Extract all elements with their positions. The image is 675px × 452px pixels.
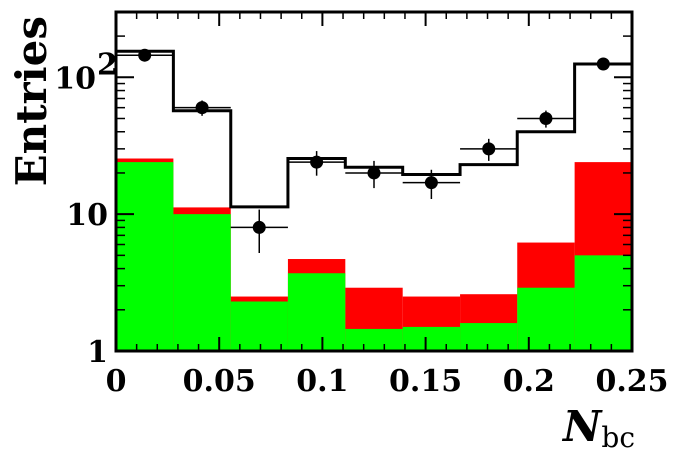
y-axis-label: Entries xyxy=(7,16,56,186)
x-axis-label-main: N xyxy=(561,402,603,451)
histogram-bar xyxy=(574,255,632,351)
data-point xyxy=(539,111,553,125)
data-point xyxy=(482,142,496,156)
plot-frame xyxy=(114,10,634,353)
y-tick-label: 10 xyxy=(66,198,108,233)
x-tick-label: 0.05 xyxy=(183,364,256,399)
data-point xyxy=(310,155,324,169)
histogram-bar xyxy=(287,273,346,351)
x-tick-label: 0.2 xyxy=(503,364,555,399)
axis-ticks xyxy=(115,11,633,352)
data-point xyxy=(367,166,381,180)
histogram-bar xyxy=(116,162,174,351)
x-axis-label-sub: bc xyxy=(601,421,635,452)
histogram-bar xyxy=(173,214,231,351)
stacked-fills xyxy=(116,158,632,351)
x-tick-label: 0 xyxy=(106,364,127,399)
y-tick-label: 1 xyxy=(87,335,108,370)
x-axis-label: Nbc xyxy=(561,402,635,452)
y-tick-exponent: 2 xyxy=(97,47,118,82)
data-point xyxy=(424,176,438,190)
x-tick-label: 0.15 xyxy=(389,364,462,399)
histogram-bar xyxy=(517,287,575,351)
data-point xyxy=(252,220,266,234)
data-point xyxy=(195,101,209,115)
data-point xyxy=(138,48,152,62)
x-tick-label: 0.25 xyxy=(595,364,668,399)
data-points xyxy=(116,48,632,254)
y-tick-label: 10 xyxy=(54,61,96,96)
histogram-bar xyxy=(345,328,403,351)
data-point xyxy=(596,57,610,71)
x-tick-label: 0.1 xyxy=(296,364,348,399)
histogram-bar xyxy=(230,301,288,351)
histogram-bar xyxy=(402,326,461,351)
